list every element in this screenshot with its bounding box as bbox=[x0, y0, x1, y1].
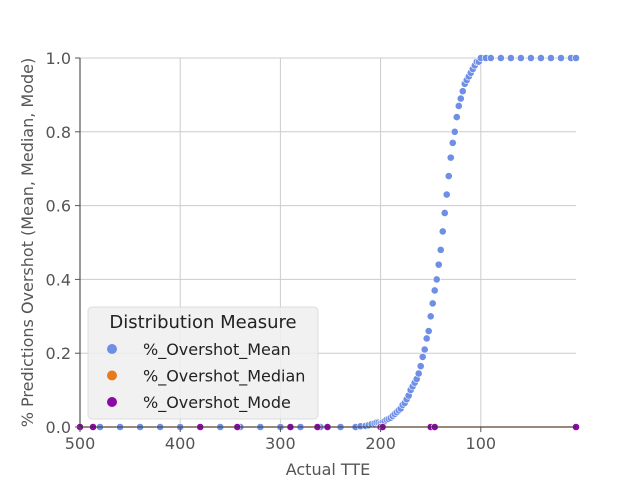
point-overshotmean-45 bbox=[422, 334, 431, 343]
x-tick-label-1: 400 bbox=[165, 434, 196, 453]
point-overshotmean-42 bbox=[416, 362, 425, 371]
point-overshotmean-54 bbox=[440, 209, 449, 217]
point-overshotmean-59 bbox=[450, 127, 459, 136]
point-overshotmean-83 bbox=[572, 54, 580, 62]
point-overshotmean-48 bbox=[428, 299, 437, 308]
point-overshotmean-78 bbox=[527, 54, 535, 62]
y-tick-label-2: 0.4 bbox=[46, 270, 71, 289]
point-overshotmean-49 bbox=[430, 286, 439, 295]
ticks: 500 400 300 200 100 0.0 0.2 0.4 0.6 0.8 1.0 bbox=[46, 49, 497, 453]
point-overshotmean-76 bbox=[506, 54, 515, 62]
point-overshotmean-61 bbox=[454, 102, 463, 110]
legend: Distribution Measure %_Overshot_Mean%_Ov… bbox=[87, 306, 319, 420]
point-overshotmean-62 bbox=[456, 94, 465, 103]
x-axis-label: Actual TTE bbox=[286, 460, 371, 479]
point-overshotmean-75 bbox=[496, 54, 505, 62]
legend-label-0: %_Overshot_Mean bbox=[143, 340, 291, 360]
point-overshotmean-60 bbox=[452, 113, 461, 121]
point-overshotmean-44 bbox=[420, 345, 429, 354]
point-overshotmean-53 bbox=[438, 227, 447, 236]
point-overshotmean-50 bbox=[432, 275, 441, 284]
y-tick-label-5: 1.0 bbox=[46, 49, 71, 68]
legend-marker-2 bbox=[107, 397, 117, 407]
point-overshotmean-63 bbox=[458, 87, 467, 96]
point-overshotmean-74 bbox=[486, 54, 495, 62]
point-overshotmean-80 bbox=[547, 54, 555, 62]
y-tick-label-1: 0.2 bbox=[46, 344, 71, 363]
legend-marker-0 bbox=[107, 344, 117, 354]
point-overshotmean-43 bbox=[418, 352, 427, 361]
x-tick-label-2: 300 bbox=[265, 434, 296, 453]
point-overshotmean-58 bbox=[448, 138, 457, 147]
legend-marker-1 bbox=[107, 370, 117, 381]
point-overshotmean-55 bbox=[442, 190, 451, 199]
legend-title: Distribution Measure bbox=[109, 312, 296, 333]
point-overshotmean-51 bbox=[434, 260, 443, 269]
y-axis-label: % Predictions Overshot (Mean, Median, Mo… bbox=[18, 58, 37, 428]
legend-label-1: %_Overshot_Median bbox=[143, 367, 305, 387]
point-overshotmean-47 bbox=[426, 312, 435, 321]
point-overshotmean-81 bbox=[557, 54, 565, 62]
y-tick-label-4: 0.8 bbox=[46, 123, 71, 142]
legend-label-2: %_Overshot_Mode bbox=[143, 393, 291, 413]
legend-box bbox=[87, 306, 319, 420]
point-overshotmean-56 bbox=[444, 172, 453, 180]
legend-entries: %_Overshot_Mean %_Overshot_Median %_Oversh… bbox=[107, 340, 305, 413]
point-overshotmean-52 bbox=[436, 245, 445, 254]
point-overshotmean-57 bbox=[446, 153, 455, 162]
point-overshotmean-79 bbox=[537, 54, 545, 62]
y-tick-label-0: 0.0 bbox=[46, 418, 71, 437]
x-tick-label-0: 500 bbox=[65, 434, 96, 453]
y-tick-label-3: 0.6 bbox=[46, 197, 71, 216]
x-tick-label-3: 200 bbox=[365, 434, 396, 453]
point-overshotmean-46 bbox=[424, 327, 433, 335]
point-overshotmean-41 bbox=[414, 369, 423, 378]
axes bbox=[79, 58, 576, 428]
point-overshotmean-77 bbox=[516, 54, 525, 62]
x-tick-label-4: 100 bbox=[466, 434, 497, 453]
